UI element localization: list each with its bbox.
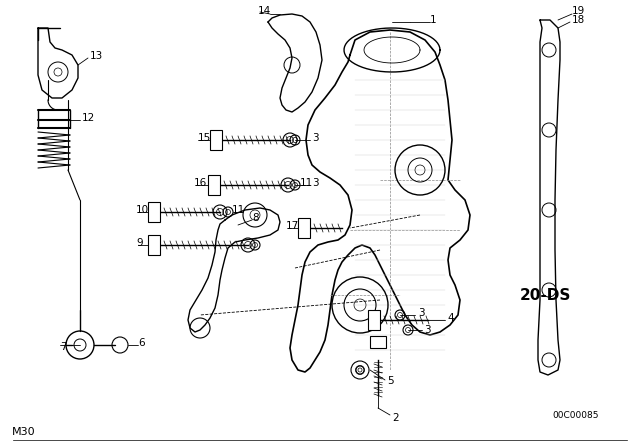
Text: 15: 15 (198, 133, 211, 143)
Text: 11: 11 (232, 205, 245, 215)
Bar (298, 218, 310, 238)
Bar (370, 336, 386, 348)
Text: 1: 1 (430, 15, 436, 25)
Text: 16: 16 (194, 178, 207, 188)
Text: 13: 13 (90, 51, 103, 61)
Text: 12: 12 (82, 113, 95, 123)
Bar (148, 202, 160, 222)
Bar (210, 130, 222, 150)
Text: 7: 7 (60, 342, 67, 352)
Text: 18: 18 (572, 15, 585, 25)
Text: M30: M30 (12, 427, 36, 437)
Text: 3: 3 (424, 325, 431, 335)
Text: 11: 11 (300, 178, 313, 188)
Text: 3: 3 (312, 133, 319, 143)
Text: 20-DS: 20-DS (520, 288, 572, 302)
Text: 17: 17 (286, 221, 300, 231)
Text: 9: 9 (136, 238, 143, 248)
Bar (148, 235, 160, 255)
Text: 14: 14 (258, 6, 271, 16)
Text: 3: 3 (418, 308, 424, 318)
Text: 10: 10 (136, 205, 149, 215)
Bar (368, 310, 380, 330)
Text: 3: 3 (312, 178, 319, 188)
Text: 19: 19 (572, 6, 585, 16)
Text: 8: 8 (252, 213, 259, 223)
Text: 5: 5 (387, 376, 394, 386)
Text: 6: 6 (138, 338, 145, 348)
Text: 4: 4 (447, 313, 454, 323)
Text: 00C00085: 00C00085 (552, 410, 598, 419)
Text: 2: 2 (392, 413, 399, 423)
Bar (208, 175, 220, 195)
